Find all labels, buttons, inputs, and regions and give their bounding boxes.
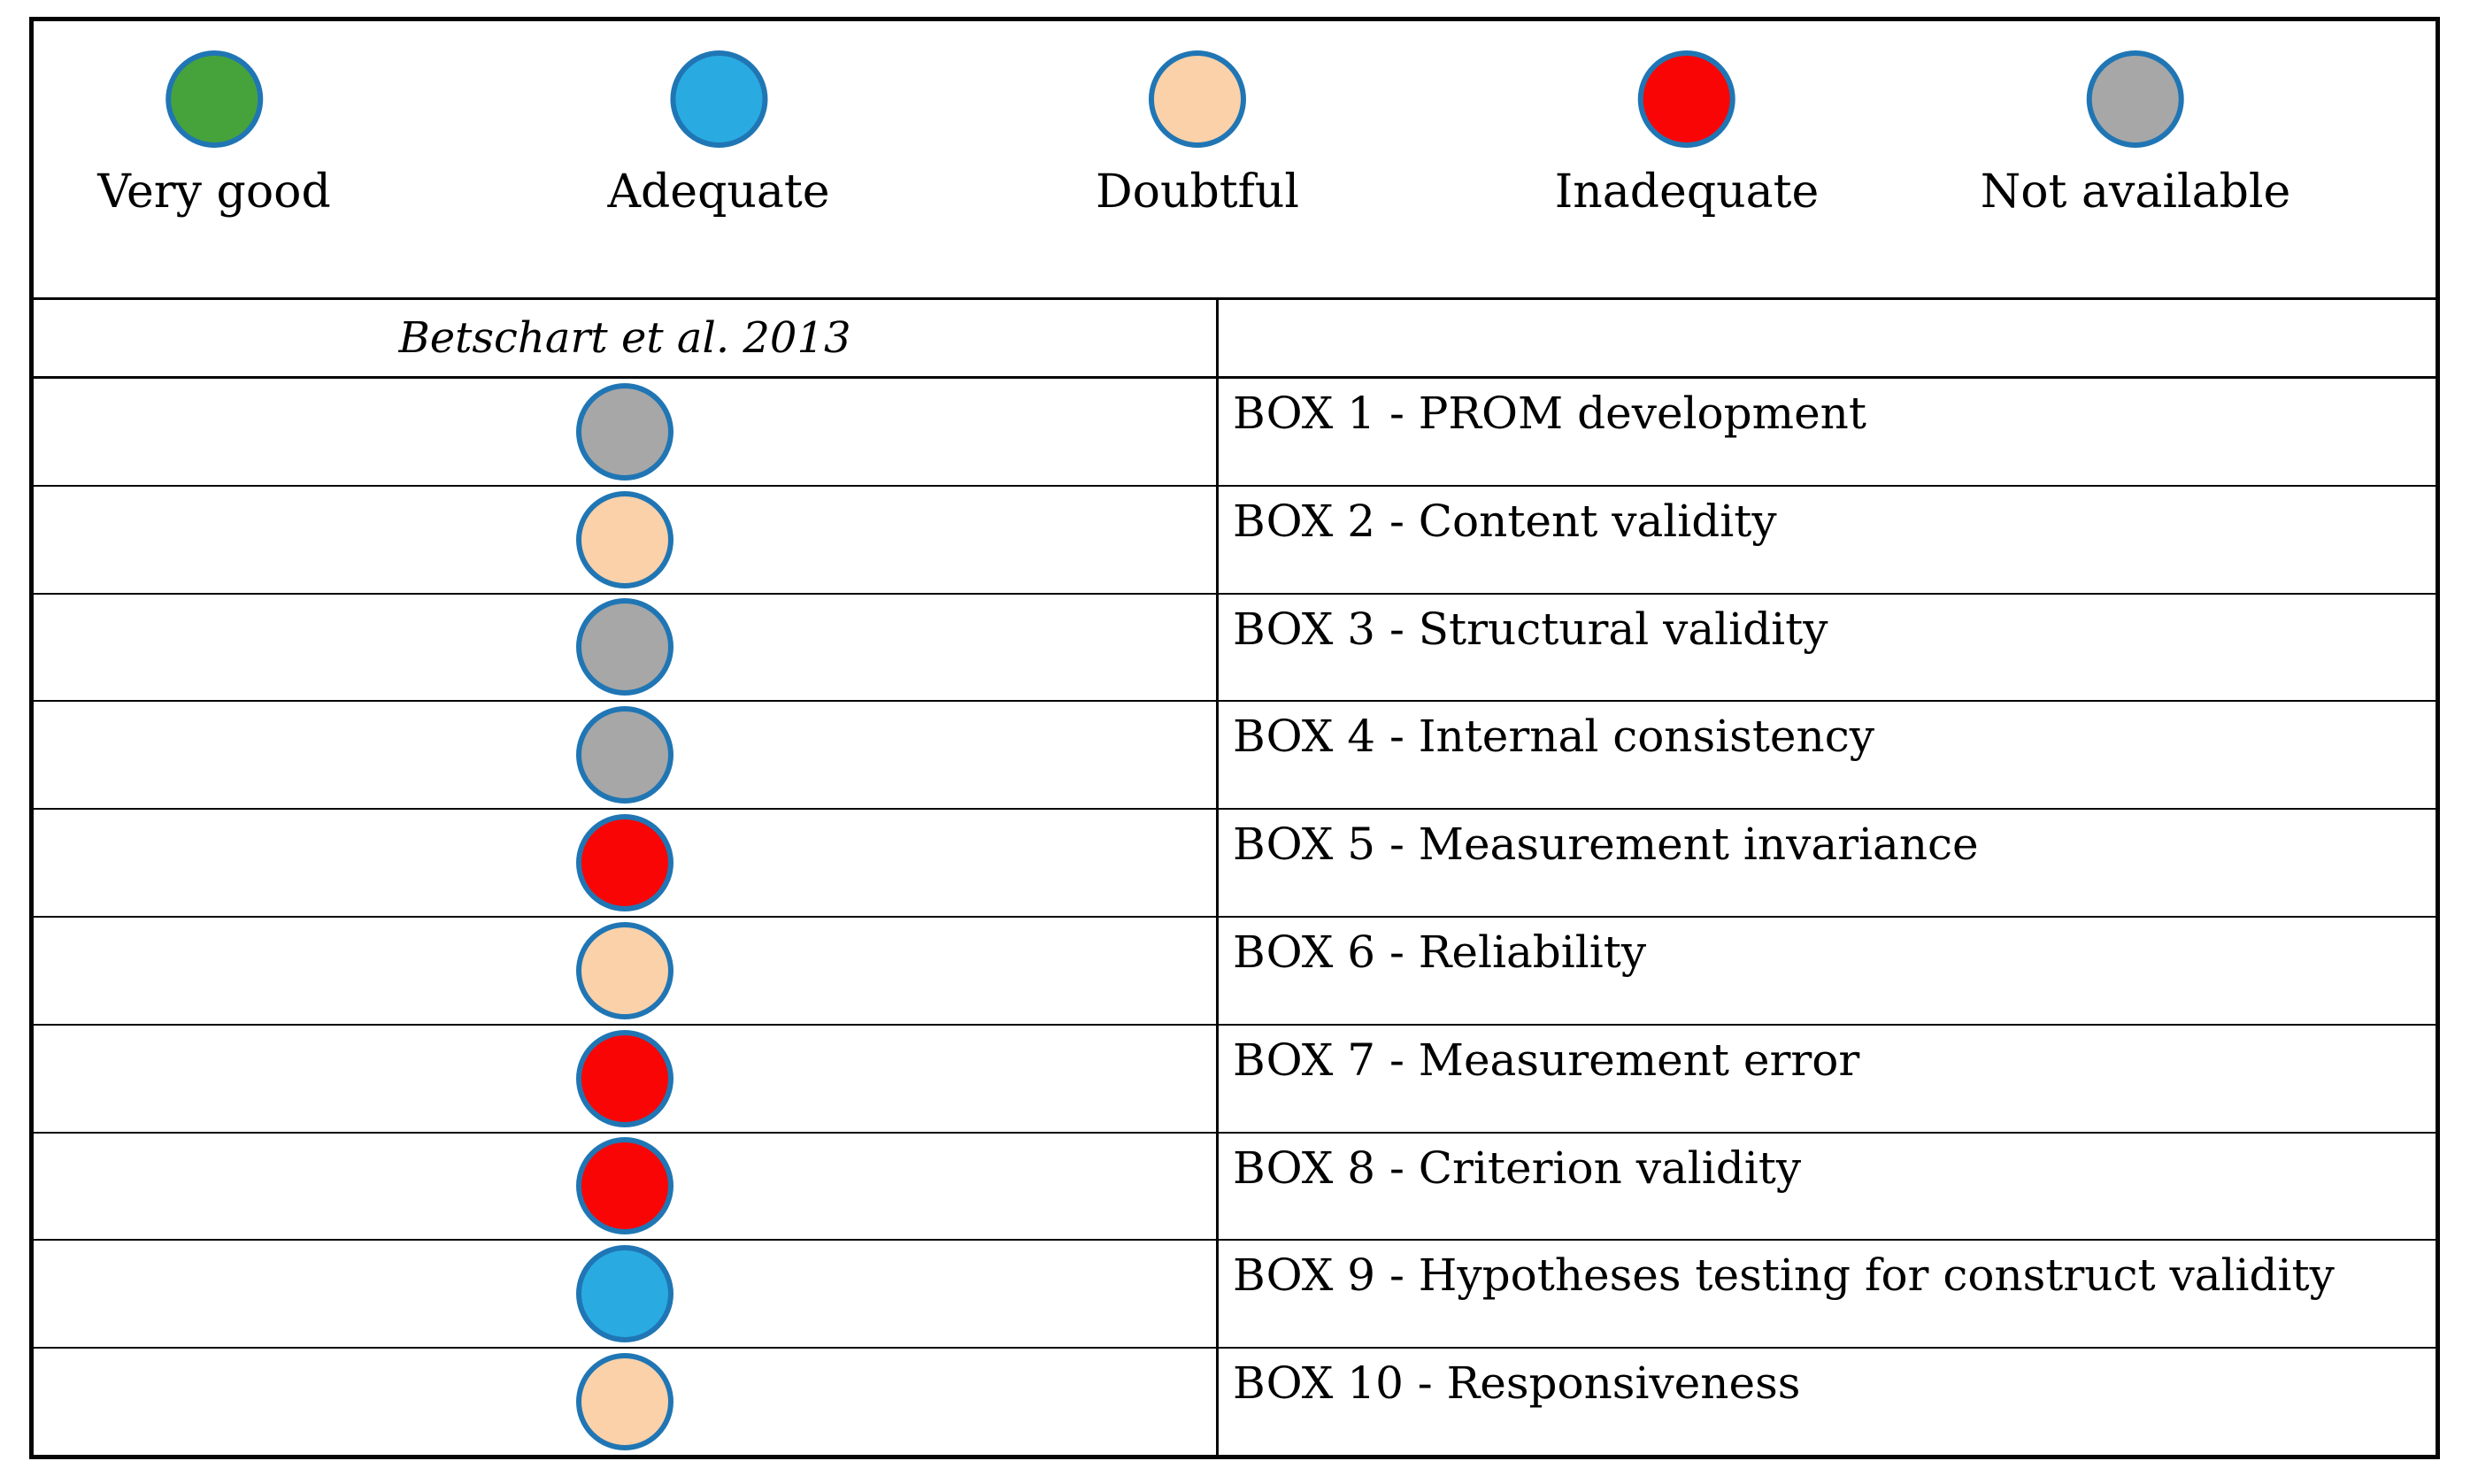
- box-label: BOX 5 - Measurement invariance: [1233, 819, 1979, 871]
- not-available-circle-icon: [2086, 50, 2184, 148]
- legend-label-very-good: Very good: [97, 165, 331, 219]
- adequate-circle-icon: [670, 50, 767, 148]
- box-label: BOX 9 - Hypotheses testing for construct…: [1233, 1249, 2335, 1302]
- rating-dot: [576, 490, 673, 588]
- rating-dot: [576, 1137, 673, 1235]
- rating-dot: [576, 1353, 673, 1451]
- box-label-cell: BOX 9 - Hypotheses testing for construct…: [1219, 1241, 2436, 1347]
- table-row: BOX 8 - Criterion validity: [34, 1133, 2436, 1242]
- box-label: BOX 8 - Criterion validity: [1233, 1142, 1802, 1194]
- study-name: Betschart et al. 2013: [398, 313, 851, 363]
- very-good-circle-icon: [165, 50, 263, 148]
- box-label-cell: BOX 6 - Reliability: [1219, 918, 2436, 1024]
- header-empty-cell: [1219, 300, 2436, 376]
- rating-cell: [34, 594, 1219, 701]
- box-label-cell: BOX 5 - Measurement invariance: [1219, 810, 2436, 916]
- box-label: BOX 2 - Content validity: [1233, 495, 1777, 547]
- table-row: BOX 5 - Measurement invariance: [34, 810, 2436, 918]
- box-label: BOX 4 - Internal consistency: [1233, 711, 1874, 763]
- rating-legend: Very good Adequate Doubtful Inadequate N…: [34, 21, 2436, 297]
- legend-item-inadequate: Inadequate: [1554, 50, 1820, 219]
- box-label-cell: BOX 2 - Content validity: [1219, 487, 2436, 593]
- rating-dot: [576, 814, 673, 912]
- legend-item-very-good: Very good: [97, 50, 331, 218]
- table-row: BOX 6 - Reliability: [34, 917, 2436, 1026]
- study-header-cell: Betschart et al. 2013: [34, 300, 1219, 376]
- legend-item-adequate: Adequate: [607, 50, 830, 219]
- rating-cell: [34, 1133, 1219, 1240]
- box-label: BOX 6 - Reliability: [1233, 926, 1647, 978]
- rating-cell: [34, 379, 1219, 485]
- rating-cell: [34, 1349, 1219, 1455]
- rating-dot: [576, 1029, 673, 1127]
- table-row: BOX 3 - Structural validity: [34, 594, 2436, 703]
- box-label-cell: BOX 3 - Structural validity: [1219, 595, 2436, 701]
- rating-dot: [576, 706, 673, 804]
- rating-cell: [34, 486, 1219, 593]
- table-row: BOX 2 - Content validity: [34, 486, 2436, 595]
- rating-cell: [34, 702, 1219, 809]
- legend-item-doubtful: Doubtful: [1096, 50, 1299, 218]
- rating-dot: [576, 382, 673, 481]
- assessment-table: Betschart et al. 2013 BOX 1 - PROM devel…: [34, 297, 2436, 1455]
- rating-cell: [34, 810, 1219, 916]
- figure-frame: Very good Adequate Doubtful Inadequate N…: [29, 17, 2440, 1459]
- rating-dot: [576, 598, 673, 696]
- rating-dot: [576, 1245, 673, 1343]
- table-row: BOX 7 - Measurement error: [34, 1025, 2436, 1134]
- legend-label-inadequate: Inadequate: [1554, 165, 1820, 219]
- rating-dot: [576, 921, 673, 1019]
- box-label-cell: BOX 8 - Criterion validity: [1219, 1134, 2436, 1240]
- box-label-cell: BOX 7 - Measurement error: [1219, 1026, 2436, 1132]
- table-row: BOX 9 - Hypotheses testing for construct…: [34, 1241, 2436, 1349]
- box-label: BOX 7 - Measurement error: [1233, 1034, 1860, 1086]
- legend-label-doubtful: Doubtful: [1095, 165, 1300, 219]
- doubtful-circle-icon: [1148, 50, 1246, 148]
- inadequate-circle-icon: [1637, 50, 1735, 148]
- rating-cell: [34, 917, 1219, 1024]
- box-label-cell: BOX 10 - Responsiveness: [1219, 1349, 2436, 1455]
- box-label-cell: BOX 1 - PROM development: [1219, 379, 2436, 485]
- legend-item-not-available: Not available: [1980, 50, 2291, 219]
- rating-cell: [34, 1025, 1219, 1132]
- legend-label-not-available: Not available: [1980, 165, 2291, 219]
- table-header-row: Betschart et al. 2013: [34, 300, 2436, 379]
- box-label: BOX 1 - PROM development: [1233, 388, 1866, 439]
- legend-label-adequate: Adequate: [607, 165, 830, 219]
- box-label: BOX 3 - Structural validity: [1233, 603, 1828, 655]
- table-row: BOX 4 - Internal consistency: [34, 702, 2436, 811]
- table-row: BOX 1 - PROM development: [34, 379, 2436, 487]
- box-label-cell: BOX 4 - Internal consistency: [1219, 702, 2436, 808]
- rating-cell: [34, 1241, 1219, 1348]
- box-label: BOX 10 - Responsiveness: [1233, 1357, 1801, 1410]
- table-row: BOX 10 - Responsiveness: [34, 1349, 2436, 1455]
